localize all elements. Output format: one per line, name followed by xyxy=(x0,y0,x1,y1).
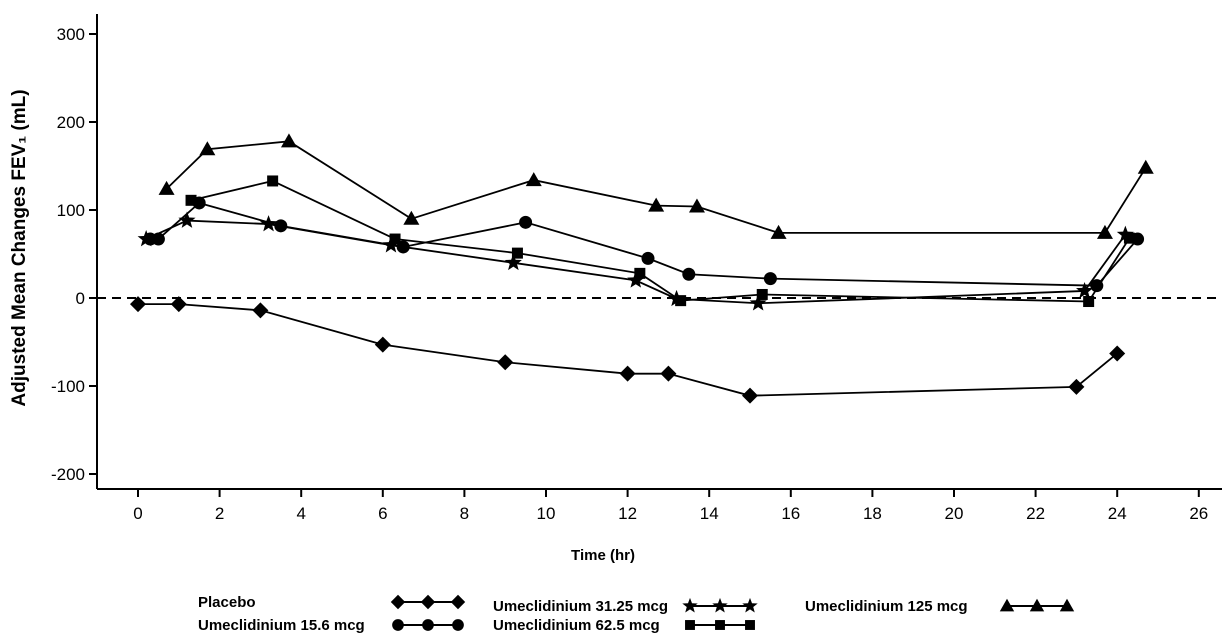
axes-layer: Adjusted Mean Changes FEV₁ (mL) Time (hr… xyxy=(9,14,1222,564)
triangle-point xyxy=(280,133,297,148)
series-line xyxy=(138,303,1118,397)
legend-label: Placebo xyxy=(198,594,256,611)
star-point xyxy=(1076,281,1094,299)
x-tick-label: 0 xyxy=(133,504,142,523)
legend-square-icon xyxy=(715,620,725,630)
square-point xyxy=(756,288,768,300)
y-tick-label: 300 xyxy=(57,25,85,44)
triangle-point xyxy=(1096,224,1113,239)
triangle-point xyxy=(403,210,420,225)
star-point xyxy=(137,230,155,247)
y-tick-label: 0 xyxy=(76,289,85,308)
circle-point xyxy=(519,215,533,229)
legend-label: Umeclidinium 15.6 mcg xyxy=(198,617,365,634)
square-point xyxy=(389,233,401,245)
legend-star-icon xyxy=(682,597,698,613)
legend-square-icon xyxy=(685,620,695,630)
x-tick-label: 8 xyxy=(460,504,469,523)
diamond-point xyxy=(619,365,636,382)
legend-circle-icon xyxy=(452,619,464,631)
x-tick-label: 4 xyxy=(296,504,305,523)
square-point xyxy=(267,175,279,187)
x-tick-label: 6 xyxy=(378,504,387,523)
y-tick-label: 100 xyxy=(57,201,85,220)
star-point xyxy=(749,294,767,311)
triangle-point xyxy=(199,141,216,156)
series-line xyxy=(165,140,1147,234)
legend: Placebo Umeclidinium 15.6 mcg Umeclidinium… xyxy=(198,594,1075,634)
legend-item: Umeclidinium 31.25 mcg xyxy=(493,597,758,615)
legend-item: Umeclidinium 62.5 mcg xyxy=(493,617,755,634)
legend-circle-icon xyxy=(422,619,434,631)
legend-label: Umeclidinium 31.25 mcg xyxy=(493,598,668,615)
x-tick-label: 20 xyxy=(945,504,964,523)
diamond-point xyxy=(497,354,514,371)
x-tick-label: 12 xyxy=(618,504,637,523)
y-tick-label: -200 xyxy=(51,465,85,484)
triangle-point xyxy=(770,224,787,239)
triangle-point xyxy=(688,198,705,213)
square-point xyxy=(185,194,197,206)
x-tick-label: 2 xyxy=(215,504,224,523)
diamond-point xyxy=(1109,345,1126,362)
y-axis-title: Adjusted Mean Changes FEV₁ (mL) xyxy=(9,89,30,406)
diamond-point xyxy=(374,336,391,353)
x-tick-label: 18 xyxy=(863,504,882,523)
star-point xyxy=(627,271,645,288)
star-point xyxy=(260,215,278,232)
diamond-point xyxy=(252,302,269,319)
series-triangle xyxy=(158,133,1154,239)
square-point xyxy=(1083,296,1095,308)
legend-diamond-icon xyxy=(450,594,466,610)
legend-label: Umeclidinium 125 mcg xyxy=(805,598,968,615)
star-point xyxy=(178,211,196,228)
legend-circle-icon xyxy=(392,619,404,631)
square-point xyxy=(634,267,646,279)
legend-diamond-icon xyxy=(390,594,406,610)
circle-point xyxy=(641,251,655,265)
circle-point xyxy=(763,272,777,286)
series-layer xyxy=(130,133,1154,404)
x-tick-label: 24 xyxy=(1108,504,1127,523)
y-tick-label: -100 xyxy=(51,377,85,396)
circle-point xyxy=(682,267,696,281)
circle-point xyxy=(151,232,165,246)
triangle-point xyxy=(525,172,542,187)
diamond-point xyxy=(170,296,187,313)
series-square xyxy=(185,175,1135,308)
legend-triangle-icon xyxy=(999,598,1015,612)
diamond-point xyxy=(660,365,677,382)
x-tick-label: 22 xyxy=(1026,504,1045,523)
square-point xyxy=(675,295,687,307)
triangle-point xyxy=(648,197,665,212)
legend-label: Umeclidinium 62.5 mcg xyxy=(493,617,660,634)
ticks-layer: 0 2 4 6 8 10 12 14 16 18 20 22 24 26-200-100010020030… xyxy=(51,25,1222,523)
series-diamond xyxy=(130,296,1126,404)
x-tick-label: 16 xyxy=(781,504,800,523)
y-tick-label: 200 xyxy=(57,113,85,132)
legend-star-icon xyxy=(712,597,728,613)
x-tick-label: 10 xyxy=(537,504,556,523)
series-star xyxy=(137,211,1134,311)
triangle-point xyxy=(158,180,175,195)
x-tick-label: 14 xyxy=(700,504,719,523)
diamond-point xyxy=(742,387,758,404)
legend-square-icon xyxy=(745,620,755,630)
legend-triangle-icon xyxy=(1029,598,1045,612)
diamond-point xyxy=(130,296,146,313)
x-tick-label: 26 xyxy=(1189,504,1208,523)
square-point xyxy=(511,247,523,259)
legend-item: Placebo xyxy=(198,594,466,611)
legend-diamond-icon xyxy=(420,594,436,610)
triangle-point xyxy=(1137,159,1154,174)
diamond-point xyxy=(1068,378,1085,395)
legend-item: Umeclidinium 125 mcg xyxy=(805,598,1075,615)
x-axis-title: Time (hr) xyxy=(571,547,635,564)
legend-triangle-icon xyxy=(1059,598,1075,612)
legend-star-icon xyxy=(742,597,758,613)
star-point xyxy=(504,253,522,271)
legend-item: Umeclidinium 15.6 mcg xyxy=(198,617,464,634)
square-point xyxy=(1123,232,1135,244)
